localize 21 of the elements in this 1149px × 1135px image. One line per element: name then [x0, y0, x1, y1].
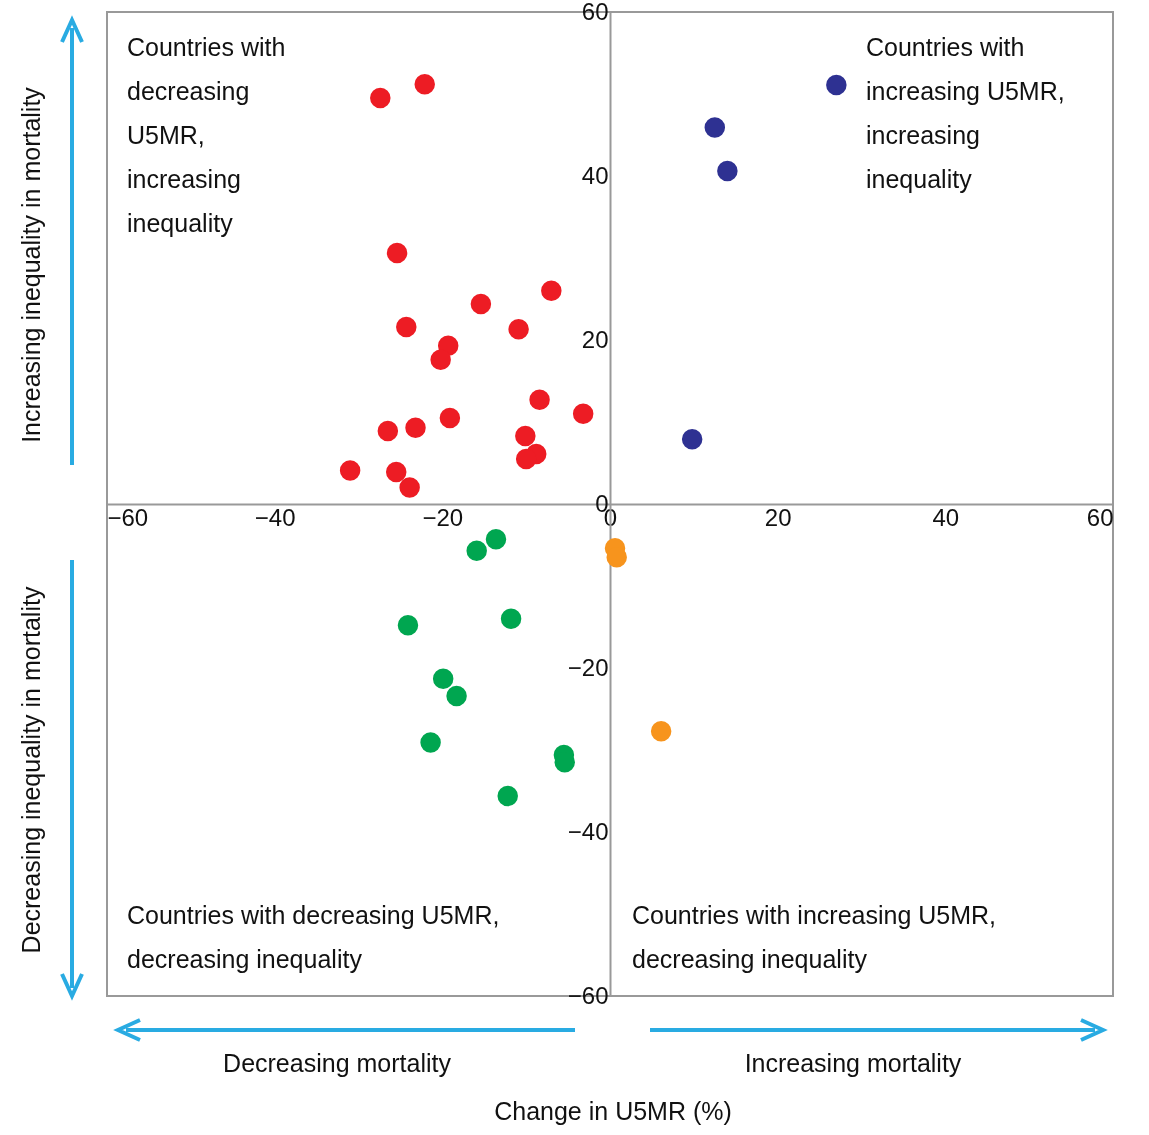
x-tick-label: −20	[422, 503, 464, 531]
text: Decreasing mortality	[223, 1049, 452, 1077]
text: Increasing inequality in mortality	[17, 86, 45, 443]
x-tick-label: 20	[764, 503, 792, 531]
x-axis-title: Change in U5MR (%)	[494, 1097, 732, 1125]
annotation: Countries with increasing U5MR, increasing inequality	[866, 33, 1065, 193]
y-tick-label: 20	[581, 325, 609, 353]
annotation: Countries with decreasing U5MR, increasing inequality	[127, 33, 286, 237]
x-tick-label: 60	[1086, 503, 1114, 531]
text: Increasing mortality	[744, 1049, 962, 1077]
y-tick-label: −40	[567, 817, 609, 845]
y-tick-label: 60	[581, 0, 609, 25]
y-tick-label: −20	[567, 653, 609, 681]
text: Decreasing inequality in mortality	[17, 586, 45, 954]
annotation: Countries with increasing U5MR, decreasing inequality	[632, 901, 997, 973]
x-tick-label: −40	[254, 503, 296, 531]
x-tick-label: −60	[107, 503, 149, 531]
x-tick-label: 40	[932, 503, 960, 531]
annotation: Countries with decreasing U5MR, decreasing inequality	[127, 901, 500, 973]
y-tick-label: 40	[581, 161, 609, 189]
y-tick-label: −60	[567, 981, 609, 1009]
